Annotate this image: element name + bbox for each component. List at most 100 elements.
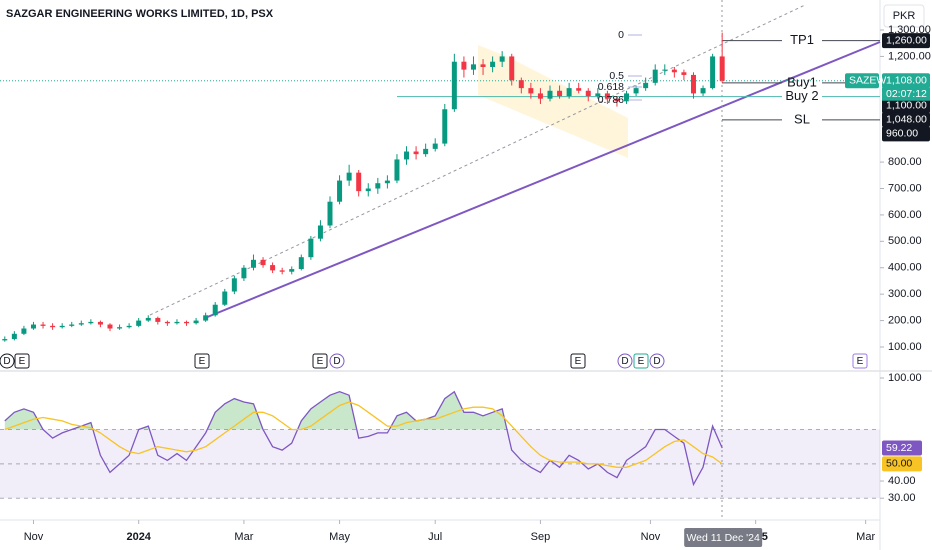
y-tick-label: 400.00 bbox=[888, 262, 922, 274]
y-tick-label: 500.00 bbox=[888, 235, 922, 247]
candle-body bbox=[193, 320, 199, 324]
level-tag: 1,100.00 bbox=[886, 100, 927, 112]
y-tick-label: 1,200.00 bbox=[888, 50, 931, 62]
x-tick-label: May bbox=[329, 531, 350, 543]
x-tick-label: 2024 bbox=[126, 531, 151, 543]
rsi-y-tick-label: 30.00 bbox=[888, 492, 916, 504]
level-name: SL bbox=[794, 111, 810, 126]
fib-label: 0.5 bbox=[609, 70, 624, 82]
level-tag: 1,048.00 bbox=[886, 113, 927, 125]
candle-body bbox=[624, 93, 630, 102]
level-name: Buy1 bbox=[787, 74, 817, 89]
symbol-tag: SAZEW bbox=[849, 75, 886, 87]
candle-body bbox=[317, 225, 323, 239]
level-tag-bg bbox=[882, 112, 930, 128]
candle-body bbox=[21, 328, 27, 334]
y-tick-label: 100.00 bbox=[888, 341, 922, 353]
chart-title: SAZGAR ENGINEERING WORKS LIMITED, 1D, PS… bbox=[6, 8, 274, 20]
cursor-date-bg bbox=[684, 528, 763, 547]
candle-body bbox=[2, 339, 8, 341]
candle-body bbox=[432, 143, 438, 149]
rsi-value-tag: 59.22 bbox=[886, 442, 912, 454]
rsi-value-tag-bg bbox=[882, 440, 922, 456]
event-label: E bbox=[638, 356, 645, 367]
event-marker bbox=[617, 353, 633, 369]
event-marker bbox=[570, 353, 586, 369]
y-tick-label: 700.00 bbox=[888, 182, 922, 194]
event-marker bbox=[852, 353, 868, 369]
candle-body bbox=[117, 327, 123, 329]
candle-body bbox=[222, 291, 228, 305]
candle-body bbox=[174, 321, 180, 324]
level-name: TP1 bbox=[790, 32, 814, 47]
candle-body bbox=[260, 259, 266, 266]
candle-body bbox=[652, 69, 658, 83]
candle-body bbox=[250, 259, 256, 268]
event-label: E bbox=[857, 356, 864, 367]
candle-body bbox=[662, 69, 668, 71]
candle-body bbox=[126, 325, 132, 328]
candle-body bbox=[241, 267, 247, 279]
candle-body bbox=[40, 324, 46, 326]
candle-body bbox=[518, 80, 524, 89]
level-tag-bg bbox=[882, 98, 930, 114]
event-marker bbox=[649, 353, 665, 369]
x-tick-label: Jul bbox=[428, 531, 442, 543]
channel-drawing bbox=[478, 45, 628, 158]
candle-body bbox=[203, 315, 209, 321]
candle-body bbox=[184, 321, 190, 324]
candle-body bbox=[365, 188, 371, 192]
event-marker bbox=[14, 353, 30, 369]
x-tick-label: Mar bbox=[234, 531, 253, 543]
level-name: Buy 2 bbox=[785, 88, 818, 103]
ma-value-tag-bg bbox=[882, 456, 922, 472]
candle-body bbox=[404, 151, 410, 160]
currency-box[interactable] bbox=[883, 4, 925, 28]
candle-body bbox=[212, 304, 218, 316]
candle-body bbox=[566, 88, 572, 97]
candle-body bbox=[394, 159, 400, 181]
candle-body bbox=[480, 64, 486, 67]
candle-body bbox=[59, 325, 65, 328]
y-tick-label: 600.00 bbox=[888, 209, 922, 221]
level-tag-bg bbox=[882, 126, 930, 142]
candle-body bbox=[681, 72, 687, 75]
event-label: D bbox=[653, 356, 660, 367]
candle-body bbox=[298, 257, 304, 270]
last-price-tag: 1,108.00 bbox=[886, 75, 927, 87]
candle-body bbox=[88, 321, 94, 324]
currency: PKR bbox=[893, 10, 916, 22]
y-tick-label: 300.00 bbox=[888, 288, 922, 300]
cursor-date: Wed 11 Dec '24 bbox=[686, 532, 760, 544]
y-tick-label: 200.00 bbox=[888, 314, 922, 326]
candle-body bbox=[461, 61, 467, 70]
level-tag-bg bbox=[882, 33, 930, 49]
event-label: D bbox=[333, 356, 340, 367]
symbol-tag-bg bbox=[845, 73, 879, 89]
candle-body bbox=[413, 151, 419, 155]
event-marker bbox=[194, 353, 210, 369]
candle-body bbox=[155, 317, 161, 322]
fib-label: 0.786 bbox=[598, 94, 624, 106]
fib-label: 0 bbox=[618, 29, 624, 41]
event-label: D bbox=[621, 356, 628, 367]
event-marker bbox=[633, 353, 649, 369]
candle-body bbox=[557, 90, 563, 97]
candle-body bbox=[337, 180, 343, 202]
candle-body bbox=[50, 325, 56, 328]
x-tick-label: Mar bbox=[856, 531, 875, 543]
dashed-trend-line bbox=[149, 4, 806, 316]
candle-body bbox=[710, 56, 716, 89]
candle-body bbox=[279, 270, 285, 272]
candle-body bbox=[719, 56, 725, 81]
candle-body bbox=[78, 323, 84, 325]
rsi-y-tick-label: 100.00 bbox=[888, 372, 922, 384]
candle-body bbox=[107, 324, 113, 329]
candle-body bbox=[375, 183, 381, 189]
candle-body bbox=[595, 93, 601, 97]
rsi-line bbox=[4, 390, 723, 487]
candle-body bbox=[528, 88, 534, 94]
candle-body bbox=[547, 90, 553, 99]
